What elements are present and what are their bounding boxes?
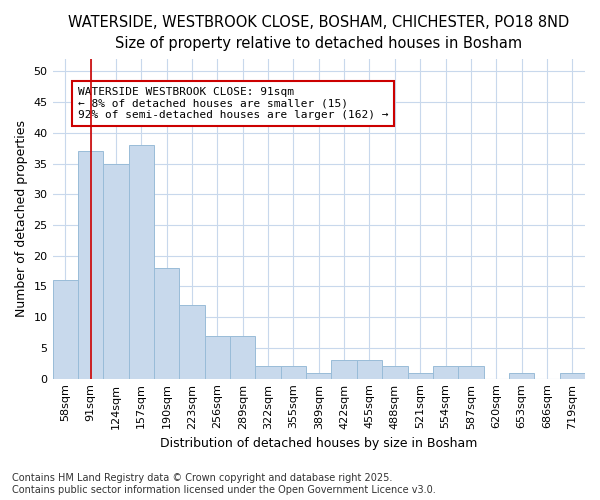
Bar bbox=[382, 366, 407, 378]
Bar bbox=[230, 336, 256, 378]
Bar bbox=[205, 336, 230, 378]
Bar bbox=[458, 366, 484, 378]
Bar bbox=[256, 366, 281, 378]
Bar bbox=[357, 360, 382, 378]
Bar bbox=[103, 164, 128, 378]
Text: Contains HM Land Registry data © Crown copyright and database right 2025.
Contai: Contains HM Land Registry data © Crown c… bbox=[12, 474, 436, 495]
Bar bbox=[433, 366, 458, 378]
Title: WATERSIDE, WESTBROOK CLOSE, BOSHAM, CHICHESTER, PO18 8ND
Size of property relati: WATERSIDE, WESTBROOK CLOSE, BOSHAM, CHIC… bbox=[68, 15, 569, 51]
Y-axis label: Number of detached properties: Number of detached properties bbox=[15, 120, 28, 318]
Bar bbox=[509, 372, 534, 378]
Bar bbox=[179, 305, 205, 378]
Bar bbox=[78, 152, 103, 378]
Text: WATERSIDE WESTBROOK CLOSE: 91sqm
← 8% of detached houses are smaller (15)
92% of: WATERSIDE WESTBROOK CLOSE: 91sqm ← 8% of… bbox=[78, 87, 388, 120]
X-axis label: Distribution of detached houses by size in Bosham: Distribution of detached houses by size … bbox=[160, 437, 478, 450]
Bar bbox=[306, 372, 331, 378]
Bar bbox=[154, 268, 179, 378]
Bar bbox=[128, 145, 154, 378]
Bar bbox=[331, 360, 357, 378]
Bar bbox=[53, 280, 78, 378]
Bar bbox=[407, 372, 433, 378]
Bar bbox=[281, 366, 306, 378]
Bar bbox=[560, 372, 585, 378]
